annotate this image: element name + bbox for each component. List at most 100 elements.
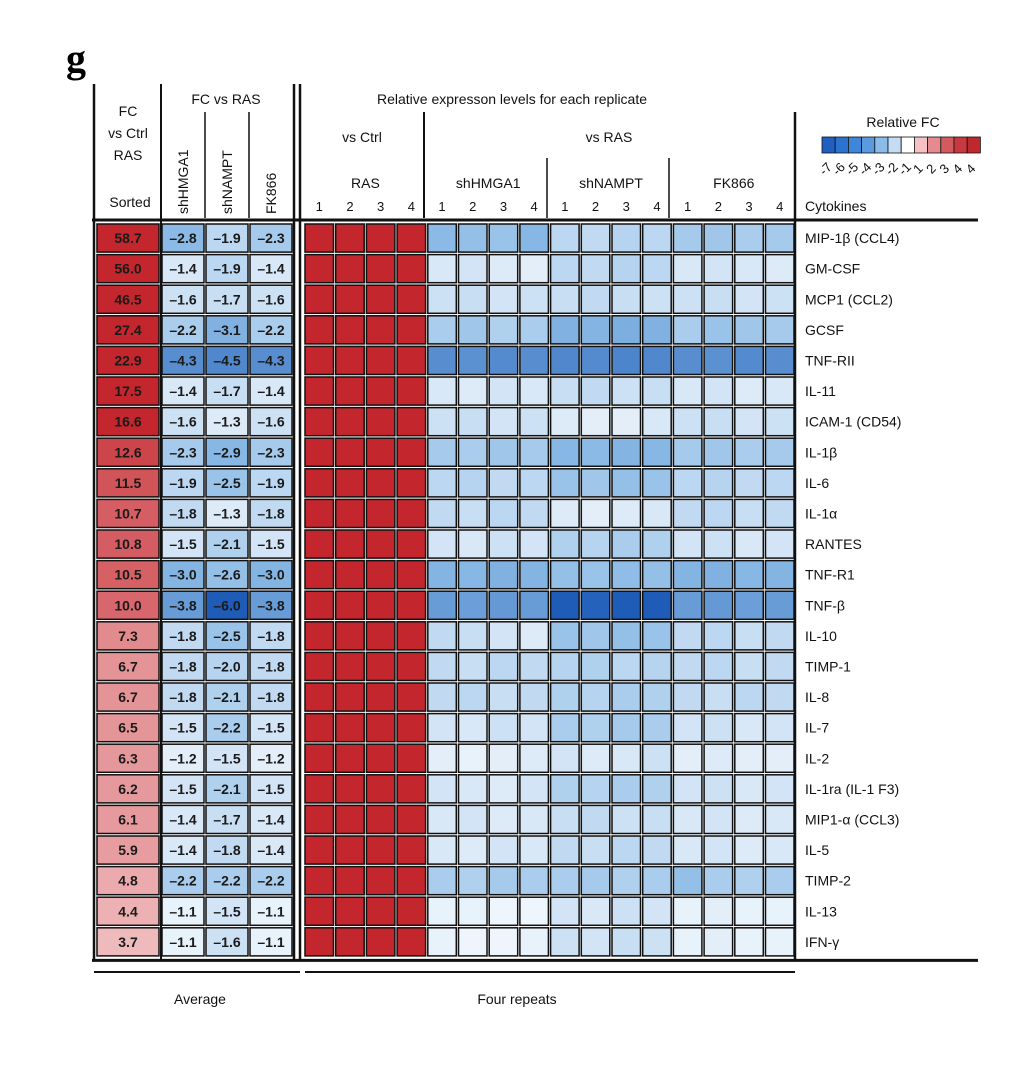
- replicate-cell: [519, 682, 550, 712]
- vs-ctrl-header: vs Ctrl: [342, 129, 382, 145]
- replicate-cell: [519, 315, 550, 345]
- replicate-cell: [396, 743, 427, 774]
- fc-ras-cell: [205, 896, 249, 927]
- fc-ras-cell: [205, 712, 249, 743]
- heatmap-cells: 58.7 –2.8 –1.9 –2.3 56.0 –1.4 –1.9 –1.4 46.5 –1.6…: [96, 223, 795, 957]
- cytokine-label: RANTES: [805, 536, 862, 552]
- fc-ras-cell: [205, 376, 249, 406]
- fc-ras-cell: [249, 223, 293, 253]
- replicate-cell: [519, 253, 550, 284]
- fc-ras-cell: [249, 498, 293, 529]
- replicate-cell: [304, 927, 335, 957]
- fc-ras-cell: [161, 437, 205, 468]
- replicate-cell: [549, 927, 580, 957]
- replicate-cell: [764, 712, 795, 743]
- replicate-cell: [488, 896, 519, 927]
- replicate-cell: [334, 559, 365, 590]
- replicate-cell: [427, 437, 458, 468]
- replicate-cell: [396, 406, 427, 437]
- replicate-cell: [519, 590, 550, 621]
- replicate-cell: [703, 468, 734, 498]
- fc-ctrl-value: 3.7: [118, 934, 138, 950]
- replicate-cell: [641, 284, 672, 315]
- replicate-cell: [672, 223, 703, 253]
- replicate-cell: [611, 315, 642, 345]
- cytokine-label: MCP1 (CCL2): [805, 291, 893, 307]
- replicate-cell: [334, 284, 365, 315]
- fc-ras-value: –3.1: [213, 322, 240, 338]
- replicate-cell: [457, 345, 488, 376]
- replicate-cell: [457, 804, 488, 835]
- replicate-cell: [734, 712, 765, 743]
- replicate-cell: [519, 743, 550, 774]
- cytokine-label: IFN-γ: [805, 934, 839, 950]
- legend-swatch: [874, 136, 889, 154]
- replicate-cell: [427, 774, 458, 804]
- replicate-cell: [549, 865, 580, 896]
- replicate-cell: [549, 712, 580, 743]
- replicate-cell: [427, 743, 458, 774]
- fc-ras-cell: [161, 468, 205, 498]
- replicate-cell: [703, 315, 734, 345]
- legend-swatch: [821, 136, 836, 154]
- replicate-cell: [304, 590, 335, 621]
- replicate-cell: [365, 682, 396, 712]
- replicate-cell: [396, 498, 427, 529]
- replicate-cell: [457, 712, 488, 743]
- replicate-cell: [549, 223, 580, 253]
- replicate-cell: [611, 651, 642, 682]
- replicate-cell: [703, 406, 734, 437]
- replicate-cell: [519, 437, 550, 468]
- fc-column-header-fk866: FK866: [263, 173, 279, 214]
- replicate-cell: [334, 896, 365, 927]
- replicate-cell: [457, 253, 488, 284]
- replicate-cell: [672, 621, 703, 651]
- replicate-cell: [304, 835, 335, 865]
- replicate-cell: [549, 498, 580, 529]
- fc-ras-value: –1.6: [213, 934, 240, 950]
- replicate-cell: [641, 376, 672, 406]
- replicate-cell: [672, 896, 703, 927]
- fc-ras-cell: [249, 376, 293, 406]
- replicate-cell: [488, 804, 519, 835]
- fc-ras-cell: [205, 651, 249, 682]
- replicate-cell: [580, 804, 611, 835]
- replicate-cell: [672, 406, 703, 437]
- cytokine-label: IL-7: [805, 720, 829, 736]
- replicate-cell: [580, 712, 611, 743]
- replicate-cell: [365, 315, 396, 345]
- fc-ras-cell: [161, 651, 205, 682]
- fc-ras-value: –2.2: [169, 322, 196, 338]
- fc-ras-cell: [161, 927, 205, 957]
- replicate-cell: [672, 682, 703, 712]
- cytokine-label: IL-5: [805, 842, 829, 858]
- replicate-cell: [396, 284, 427, 315]
- fc-ras-cell: [249, 315, 293, 345]
- replicate-cell: [734, 774, 765, 804]
- fc-ras-value: –1.8: [169, 628, 196, 644]
- fc-ras-cell: [205, 559, 249, 590]
- replicate-cell: [764, 927, 795, 957]
- fc-ras-cell: [249, 927, 293, 957]
- replicate-cell: [580, 590, 611, 621]
- replicate-cell: [734, 437, 765, 468]
- fc-ctrl-value: 58.7: [114, 230, 141, 246]
- replicate-cell: [334, 315, 365, 345]
- fc-ras-cell: [161, 682, 205, 712]
- replicate-cell: [365, 651, 396, 682]
- replicate-cell: [549, 345, 580, 376]
- fc-ctrl-value: 4.4: [118, 903, 138, 919]
- replicate-cell: [488, 743, 519, 774]
- replicate-cell: [734, 529, 765, 559]
- replicate-cell: [519, 406, 550, 437]
- replicate-cell: [611, 468, 642, 498]
- replicate-cell: [764, 835, 795, 865]
- fc-ctrl-cell: [96, 437, 160, 468]
- replicate-cell: [734, 865, 765, 896]
- fc-ras-cell: [161, 835, 205, 865]
- fc-ras-cell: [249, 621, 293, 651]
- replicate-cell: [703, 896, 734, 927]
- fc-ctrl-cell: [96, 865, 160, 896]
- replicate-cell: [734, 315, 765, 345]
- replicate-cell: [764, 529, 795, 559]
